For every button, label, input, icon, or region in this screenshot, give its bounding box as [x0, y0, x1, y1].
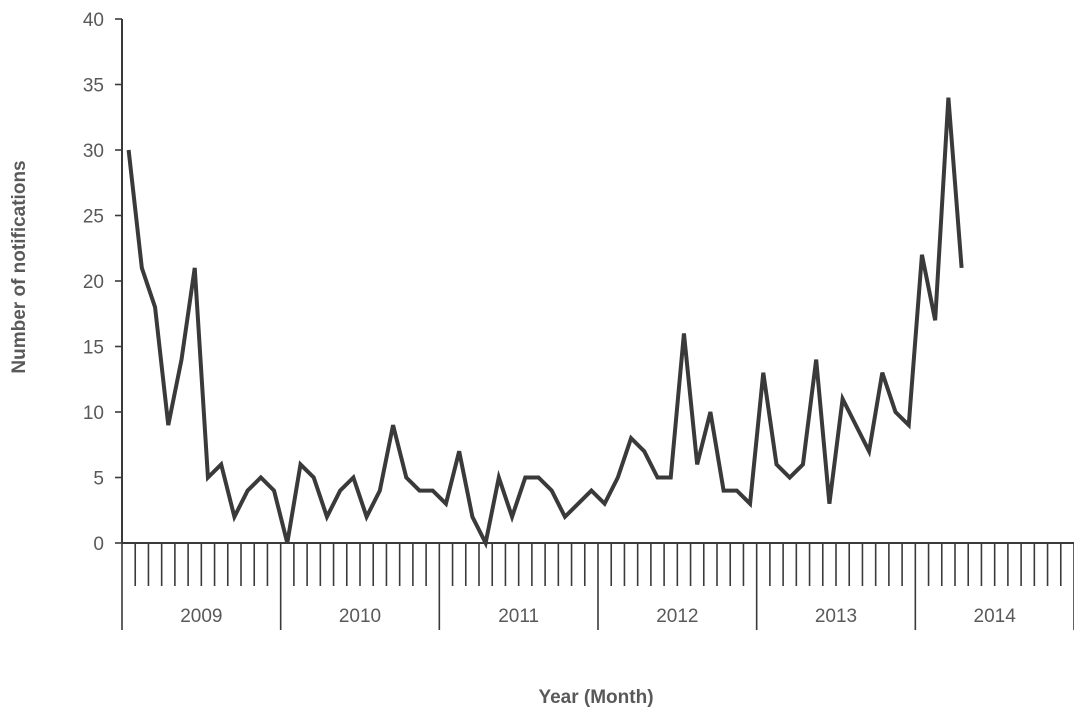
y-tick-label: 35	[83, 76, 104, 97]
x-year-label: 2011	[498, 606, 539, 627]
x-year-label: 2009	[180, 606, 222, 627]
series-line	[126, 97, 964, 550]
y-tick-label: 15	[83, 338, 104, 359]
y-axis-title: Number of notifications	[9, 160, 30, 373]
x-year-label: 2012	[656, 606, 698, 627]
series-layer	[126, 97, 964, 550]
y-tick-label: 5	[93, 469, 104, 490]
y-tick-label: 30	[83, 141, 104, 162]
y-tick-label: 40	[83, 10, 104, 31]
x-axis: 2009 2010 2011 2012 2013 2014	[121, 542, 1074, 630]
y-axis: 0 5 10 15 20 25 30 35 40	[83, 10, 123, 555]
x-year-label: 2013	[815, 606, 857, 627]
y-tick-label: 25	[83, 207, 104, 228]
y-tick-label: 20	[83, 272, 104, 293]
x-year-label: 2010	[339, 606, 381, 627]
y-tick-label: 10	[83, 403, 104, 424]
y-tick-label: 0	[93, 534, 104, 555]
x-year-label: 2014	[974, 606, 1017, 627]
x-axis-title: Year (Month)	[538, 687, 653, 708]
